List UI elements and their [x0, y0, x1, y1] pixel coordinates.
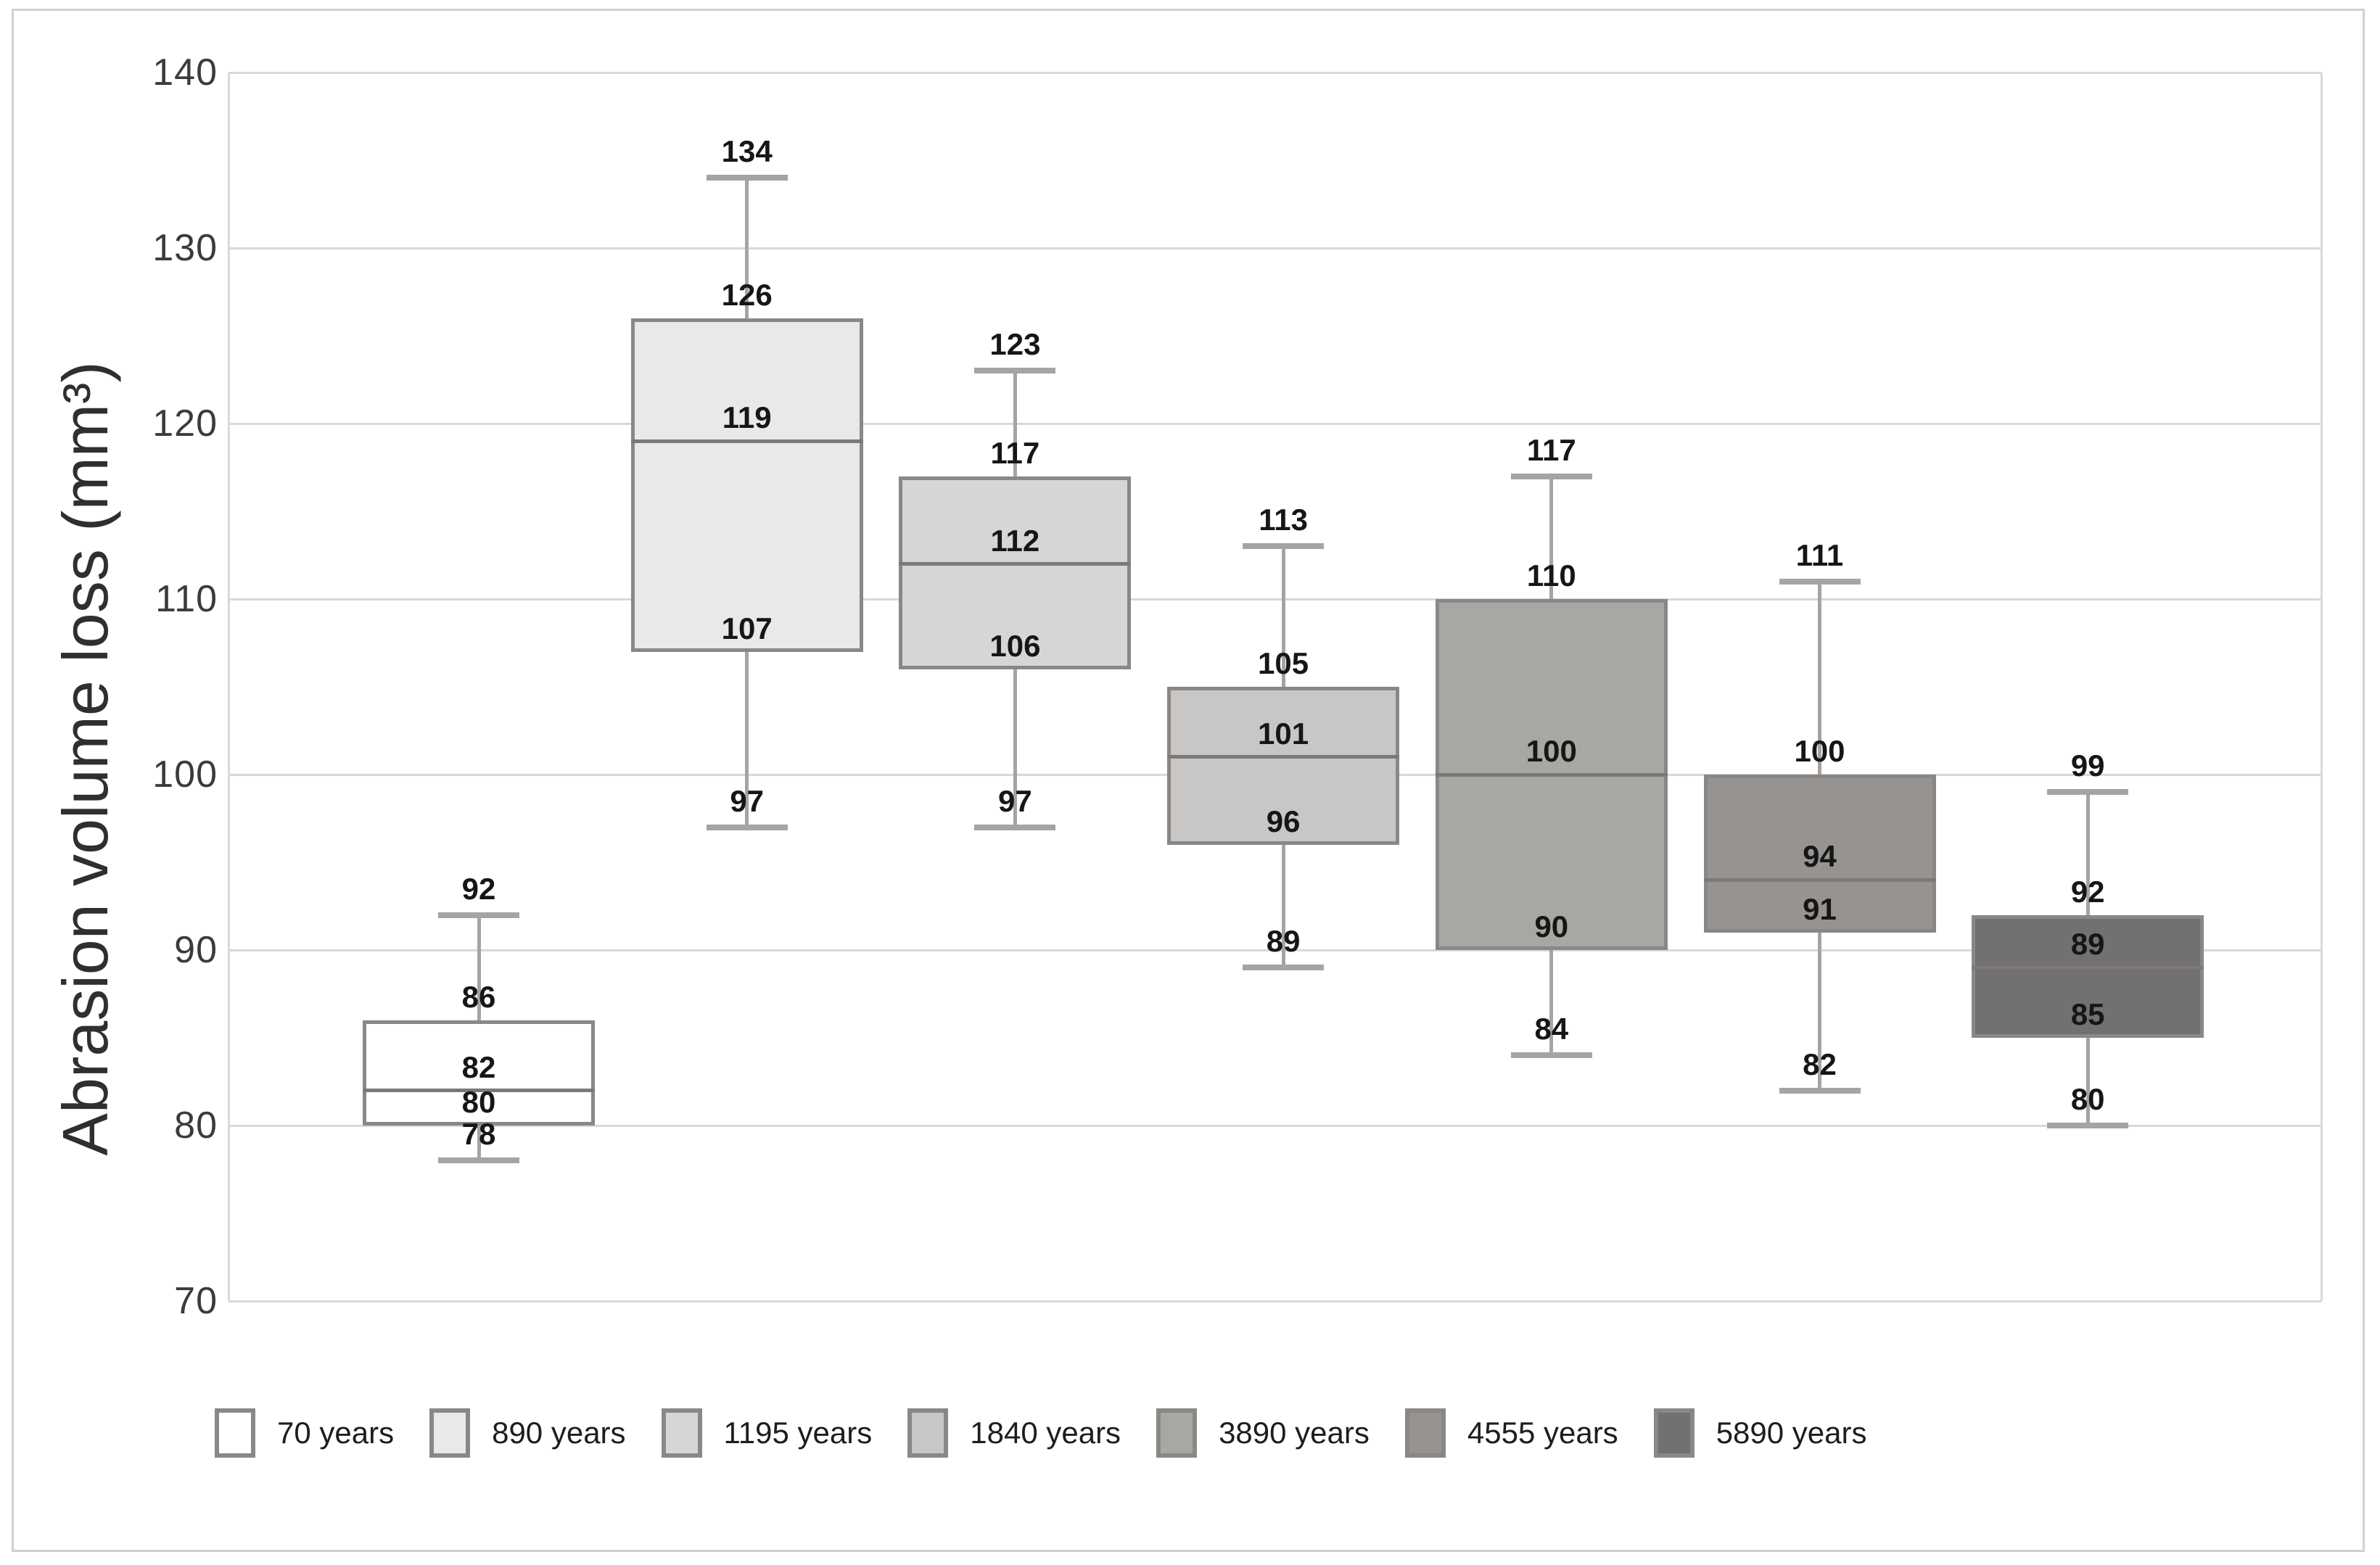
legend-label-4555-years: 4555 years	[1467, 1416, 1618, 1450]
legend-swatch-3890-years	[1156, 1408, 1198, 1458]
legend-item-3890-years: 3890 years	[1156, 1408, 1370, 1458]
legend-swatch-1840-years	[907, 1408, 949, 1458]
legend-item-5890-years: 5890 years	[1653, 1408, 1867, 1458]
legend-item-890-years: 890 years	[429, 1408, 626, 1458]
legend-item-1195-years: 1195 years	[661, 1408, 873, 1458]
legend-label-1195-years: 1195 years	[723, 1416, 873, 1450]
legend-item-70-years: 70 years	[215, 1408, 394, 1458]
legend-label-5890-years: 5890 years	[1716, 1416, 1867, 1450]
legend-item-4555-years: 4555 years	[1404, 1408, 1618, 1458]
legend-swatch-4555-years	[1404, 1408, 1446, 1458]
legend: 70 years 890 years 1195 years 1840 years 389…	[215, 1408, 1867, 1458]
legend-label-890-years: 890 years	[492, 1416, 626, 1450]
legend-item-1840-years: 1840 years	[907, 1408, 1121, 1458]
legend-swatch-890-years	[429, 1408, 471, 1458]
legend-swatch-5890-years	[1653, 1408, 1695, 1458]
legend-label-70-years: 70 years	[277, 1416, 395, 1450]
legend-swatch-1195-years	[661, 1408, 702, 1458]
y-axis-title: Abrasion volume loss (mm³)	[49, 361, 121, 1156]
legend-label-3890-years: 3890 years	[1219, 1416, 1370, 1450]
legend-swatch-70-years	[215, 1408, 255, 1458]
legend-label-1840-years: 1840 years	[970, 1416, 1121, 1450]
chart-frame	[12, 9, 2365, 1552]
